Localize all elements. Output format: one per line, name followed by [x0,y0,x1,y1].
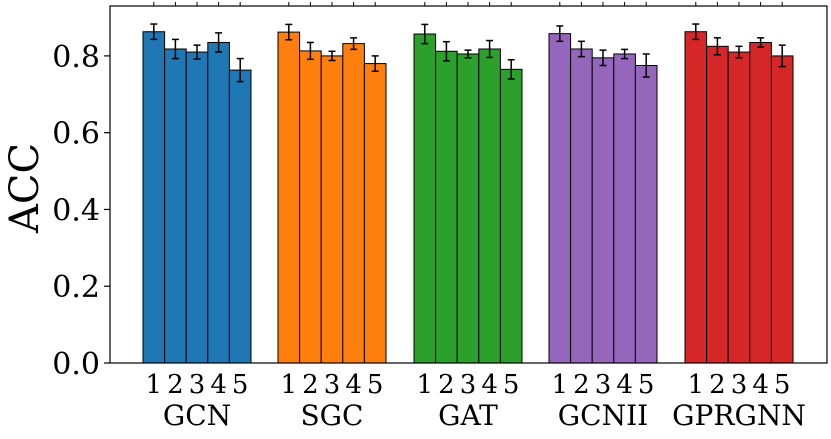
bar-gcnii-5 [634,65,658,364]
bar-index-label-gat-5: 5 [503,370,520,400]
bar-gcn-3 [185,51,209,364]
error-bar-gprgnn-5 [778,44,786,68]
y-axis-label: ACC [2,143,48,234]
bar-index-label-sgc-2: 2 [302,370,319,400]
bar-index-label-gcn-1: 1 [146,370,163,400]
bar-sgc-3 [320,55,344,364]
bar-gprgnn-1 [684,31,708,364]
y-tick-label: 0.4 [52,193,100,228]
bar-gprgnn-4 [749,41,772,364]
bar-index-label-gprgnn-1: 1 [688,370,705,400]
group-label-sgc: SGC [301,399,364,432]
bar-index-label-sgc-5: 5 [367,370,384,400]
bar-index-label-gprgnn-4: 4 [752,370,769,400]
bar-gprgnn-2 [706,45,729,364]
y-tick-label: 0.6 [52,117,100,152]
bar-gat-3 [456,53,480,364]
y-tick-label: 0.2 [52,270,100,305]
error-bar-gcn-2 [171,38,179,60]
error-bar-gprgnn-3 [735,45,743,59]
group-label-gcnii: GCNII [558,399,648,432]
bar-sgc-4 [342,43,365,364]
error-bar-gcnii-5 [642,53,650,78]
bar-gcn-4 [207,41,230,364]
bar-sgc-1 [277,31,301,364]
bar-index-label-gcnii-2: 2 [573,370,590,400]
error-bar-gat-3 [464,49,472,59]
bars-layer [142,31,794,364]
group-label-gcn: GCN [163,399,231,432]
bar-index-label-gprgnn-2: 2 [709,370,726,400]
bar-index-label-sgc-3: 3 [324,370,341,400]
bar-index-label-gcnii-4: 4 [616,370,633,400]
bar-gprgnn-5 [770,55,794,364]
bar-sgc-5 [363,63,387,364]
bar-index-label-gcnii-5: 5 [638,370,655,400]
bar-index-label-gat-2: 2 [438,370,455,400]
bar-index-label-gcnii-3: 3 [595,370,612,400]
error-bar-gcnii-1 [556,25,564,43]
error-bar-gcnii-4 [621,48,629,60]
error-bar-gat-4 [486,39,494,59]
y-tick-label: 0.0 [52,347,100,382]
bar-gat-2 [435,50,458,364]
error-bar-sgc-5 [371,55,379,73]
error-bar-gprgnn-2 [713,37,721,56]
bar-index-label-gat-3: 3 [460,370,477,400]
error-bar-gcn-3 [193,44,201,60]
error-bar-gcn-5 [236,57,244,83]
bar-index-label-gat-4: 4 [481,370,498,400]
bar-sgc-2 [299,50,322,364]
bar-gcn-5 [228,69,252,364]
y-tick-label: 0.8 [52,40,100,75]
bar-index-label-sgc-4: 4 [345,370,362,400]
bar-gat-4 [478,48,501,364]
error-bar-gat-5 [507,58,515,80]
error-bar-gprgnn-4 [757,37,765,48]
error-bar-sgc-4 [350,37,358,51]
bar-index-label-gcn-5: 5 [232,370,249,400]
group-label-gat: GAT [438,399,498,432]
bar-gcn-1 [142,31,166,364]
error-bars-layer [150,23,786,83]
error-bar-gat-1 [421,23,429,45]
bar-gcnii-2 [570,48,593,364]
group-label-gprgnn: GPRGNN [672,399,806,432]
bar-index-label-gprgnn-5: 5 [774,370,791,400]
error-bar-gprgnn-1 [692,23,700,41]
error-bar-gat-2 [442,40,450,62]
bar-index-label-gat-1: 1 [417,370,434,400]
bar-gcnii-1 [548,33,572,364]
bar-index-label-gcn-3: 3 [189,370,206,400]
bar-index-label-gcn-2: 2 [167,370,184,400]
bar-gat-1 [413,33,437,364]
error-bar-gcnii-3 [599,49,607,67]
axes-layer [104,2,828,364]
error-bar-sgc-2 [306,41,314,61]
error-bar-gcn-1 [150,23,158,41]
bar-index-label-sgc-1: 1 [281,370,298,400]
bar-index-label-gcnii-1: 1 [552,370,569,400]
error-bar-sgc-1 [285,23,293,41]
bar-index-label-gprgnn-3: 3 [731,370,748,400]
bar-gprgnn-3 [727,51,751,364]
bar-gat-5 [499,68,523,364]
error-bar-gcnii-2 [577,40,585,58]
error-bar-sgc-3 [328,50,336,62]
bar-gcn-2 [164,48,187,364]
error-bar-gcn-4 [215,32,223,53]
bar-gcnii-3 [591,57,615,364]
bar-gcnii-4 [613,53,636,364]
bar-index-label-gcn-4: 4 [210,370,227,400]
